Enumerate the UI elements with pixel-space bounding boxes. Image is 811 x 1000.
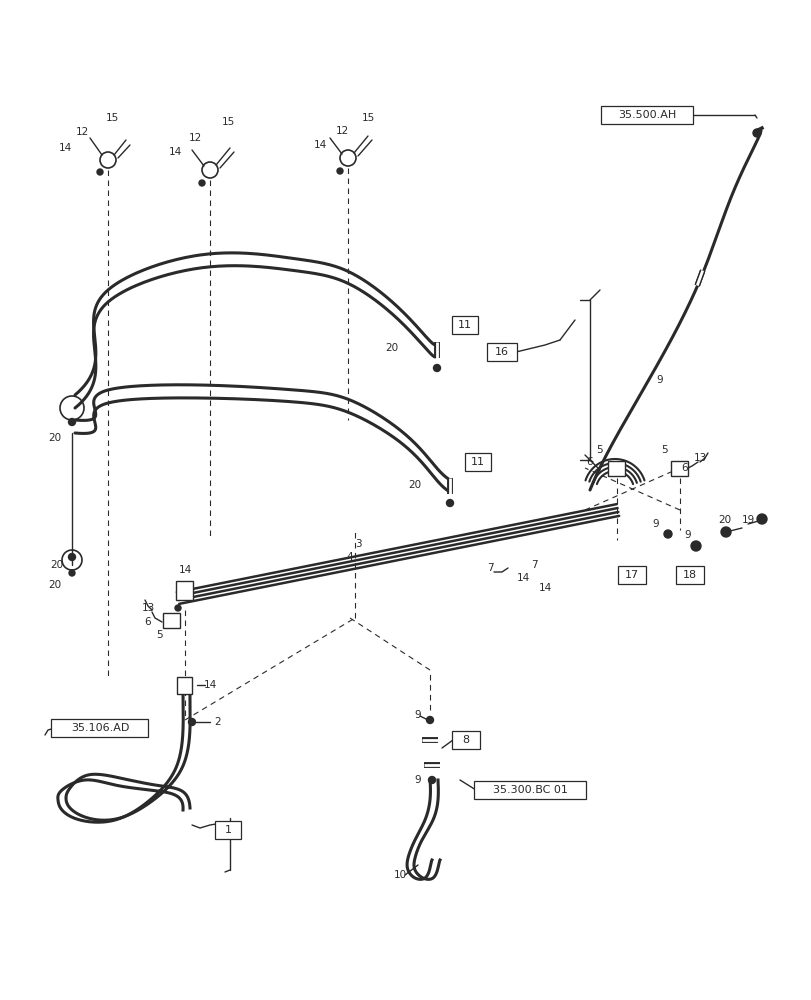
FancyBboxPatch shape (452, 731, 479, 749)
Text: 20: 20 (408, 480, 421, 490)
Text: 20: 20 (385, 343, 398, 353)
Text: 6: 6 (586, 457, 593, 467)
Text: 1: 1 (224, 825, 231, 835)
FancyBboxPatch shape (452, 316, 478, 334)
Text: 9: 9 (652, 519, 659, 529)
FancyBboxPatch shape (487, 343, 517, 361)
Text: 14: 14 (178, 565, 191, 575)
Text: 7: 7 (486, 563, 493, 573)
Text: 11: 11 (457, 320, 471, 330)
Circle shape (199, 180, 204, 186)
Text: 12: 12 (188, 133, 201, 143)
Circle shape (446, 499, 453, 506)
Text: 20: 20 (50, 560, 63, 570)
Text: 6: 6 (144, 617, 151, 627)
Text: 16: 16 (495, 347, 508, 357)
FancyBboxPatch shape (617, 566, 646, 584)
Text: 15: 15 (361, 113, 374, 123)
Text: 8: 8 (462, 735, 469, 745)
Text: 13: 13 (693, 453, 706, 463)
Circle shape (69, 570, 75, 576)
Text: 19: 19 (740, 515, 753, 525)
Circle shape (426, 716, 433, 724)
Circle shape (337, 168, 342, 174)
Text: 2: 2 (214, 717, 221, 727)
Circle shape (97, 169, 103, 175)
Text: 14: 14 (58, 143, 71, 153)
Text: 14: 14 (313, 140, 326, 150)
Circle shape (433, 364, 440, 371)
Text: 9: 9 (414, 710, 421, 720)
FancyBboxPatch shape (474, 781, 586, 799)
FancyBboxPatch shape (163, 612, 180, 628)
Text: 14: 14 (203, 680, 217, 690)
FancyBboxPatch shape (607, 460, 624, 476)
Text: 17: 17 (624, 570, 638, 580)
Text: 15: 15 (221, 117, 234, 127)
Text: 12: 12 (75, 127, 88, 137)
Circle shape (756, 514, 766, 524)
Circle shape (663, 530, 672, 538)
Circle shape (428, 776, 435, 783)
Text: 35.300.BC 01: 35.300.BC 01 (492, 785, 567, 795)
Circle shape (720, 527, 730, 537)
FancyBboxPatch shape (176, 580, 193, 599)
Text: 14: 14 (538, 583, 551, 593)
Text: 4: 4 (346, 552, 353, 562)
Text: 35.500.AH: 35.500.AH (617, 110, 676, 120)
Text: 9: 9 (656, 375, 663, 385)
Text: 14: 14 (168, 147, 182, 157)
Circle shape (752, 129, 760, 137)
Text: 18: 18 (682, 570, 696, 580)
Text: 5: 5 (596, 445, 603, 455)
Text: 12: 12 (335, 126, 348, 136)
FancyBboxPatch shape (600, 106, 692, 124)
Circle shape (175, 605, 181, 611)
Circle shape (188, 718, 195, 726)
Text: 11: 11 (470, 457, 484, 467)
Text: 3: 3 (354, 539, 361, 549)
Text: 15: 15 (105, 113, 118, 123)
Text: 13: 13 (141, 603, 154, 613)
Text: 7: 7 (530, 560, 537, 570)
Text: 9: 9 (414, 775, 421, 785)
FancyBboxPatch shape (178, 676, 192, 694)
FancyBboxPatch shape (465, 453, 491, 471)
Circle shape (68, 554, 75, 560)
Circle shape (690, 541, 700, 551)
FancyBboxPatch shape (671, 460, 688, 476)
Text: 20: 20 (718, 515, 731, 525)
Text: 35.106.AD: 35.106.AD (71, 723, 129, 733)
Text: 14: 14 (516, 573, 529, 583)
FancyBboxPatch shape (215, 821, 241, 839)
Circle shape (68, 418, 75, 426)
Text: 5: 5 (157, 630, 163, 640)
FancyBboxPatch shape (51, 719, 148, 737)
FancyBboxPatch shape (676, 566, 703, 584)
Text: 5: 5 (661, 445, 667, 455)
Text: 20: 20 (49, 580, 62, 590)
Text: 10: 10 (393, 870, 406, 880)
Text: 6: 6 (681, 463, 688, 473)
Text: 9: 9 (684, 530, 690, 540)
Text: 20: 20 (49, 433, 62, 443)
